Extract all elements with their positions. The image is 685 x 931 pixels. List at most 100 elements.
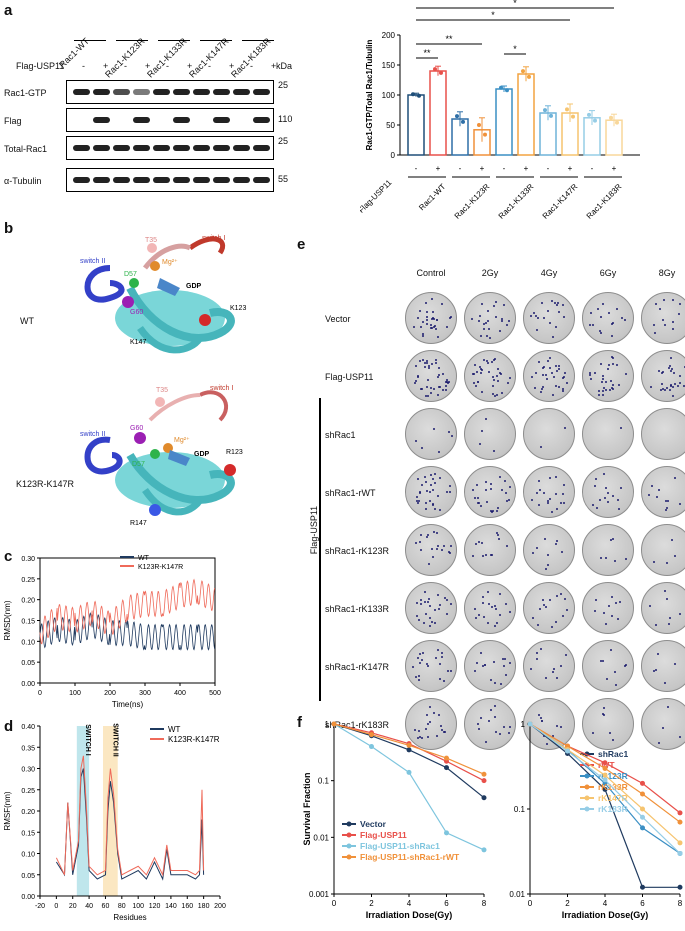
culture-dish [405,698,457,750]
colony [424,612,427,615]
colony [560,665,563,668]
data-point [406,742,412,748]
gdp-label: GDP [186,283,202,290]
colony [505,673,507,676]
colony [499,373,502,376]
culture-dish [464,582,516,634]
x-tick-label: 20 [69,903,77,910]
colony [423,476,426,479]
colony [489,488,492,491]
culture-dish [523,350,575,402]
colony [428,364,431,367]
data-point [640,884,645,890]
colony [450,315,453,318]
data-point [527,721,533,727]
colony [548,498,551,501]
series-line [39,578,215,645]
colony [619,426,622,429]
colony [484,322,487,325]
colony [656,653,659,656]
switch2-label: switch II [80,431,105,438]
blot-band [93,177,110,183]
colony [597,390,600,393]
colony [439,508,442,511]
y-tick-label: 1 [521,720,526,729]
colony [611,615,614,618]
culture-dish [641,698,685,750]
treatment-sign: + [612,164,617,173]
colony [554,365,557,367]
colony [541,388,544,391]
y-tick-label: 0.15 [21,830,35,837]
colony [534,386,537,389]
colony [674,477,677,480]
colony [431,326,434,329]
treatment-sign: + [568,164,573,173]
colony [625,372,628,375]
colony [551,510,554,513]
y-tick-label: 1 [325,720,330,729]
colony [426,318,429,321]
y-tick-label: 0.00 [21,894,35,901]
colony [424,394,427,397]
colony [614,683,617,686]
colony [441,655,444,658]
colony [619,487,622,490]
colony [414,365,417,368]
colony [566,381,569,384]
colony [492,304,495,307]
colony [492,376,495,379]
colony [428,720,431,723]
colony [434,508,437,511]
colony [666,597,669,600]
legend-label: rK147R [598,793,628,803]
culture-dish [523,466,575,518]
legend-label: Flag-USP11 [360,830,407,840]
x-axis-label: Irradiation Dose(Gy) [562,910,649,920]
colony [414,676,417,679]
colony [503,479,506,482]
panel-letter-a: a [4,2,13,19]
colony [481,665,484,668]
treatment-sign: - [208,61,211,71]
colony [479,367,482,370]
colony [551,671,554,674]
colony [492,392,495,395]
flag-usp11-label: Flag-USP11 [16,61,65,71]
colony [441,651,444,654]
colony [665,499,668,502]
condition-row-label: shRac1 [325,430,356,440]
colony [417,730,420,733]
dose-column-header: Control [416,268,446,278]
data-point [640,780,645,786]
colony [434,481,437,484]
treatment-sign: - [82,61,85,71]
legend-label: WT [168,725,181,734]
colony [602,389,605,392]
colony [489,509,492,512]
colony [422,334,425,337]
blot-band [193,177,210,183]
colony [476,502,479,505]
colony [491,605,494,608]
colony [418,678,421,681]
colony [429,491,432,494]
colony [432,311,435,314]
colony [484,554,487,557]
colony [666,387,669,390]
group-label: Rac1-WT [417,182,447,212]
blot-band [93,117,110,123]
series-line [39,612,215,651]
colony [491,510,494,513]
colony [446,381,449,384]
x-tick-label: 2 [565,899,570,908]
x-tick-label: 100 [69,690,81,697]
colony [445,612,448,615]
colony [507,732,510,735]
colony [553,668,556,671]
colony [538,504,541,507]
condition-row-label: shRac1-rK147R [325,662,390,672]
colony [476,497,479,500]
panel-letter-d: d [4,718,14,735]
culture-dish [405,640,457,692]
